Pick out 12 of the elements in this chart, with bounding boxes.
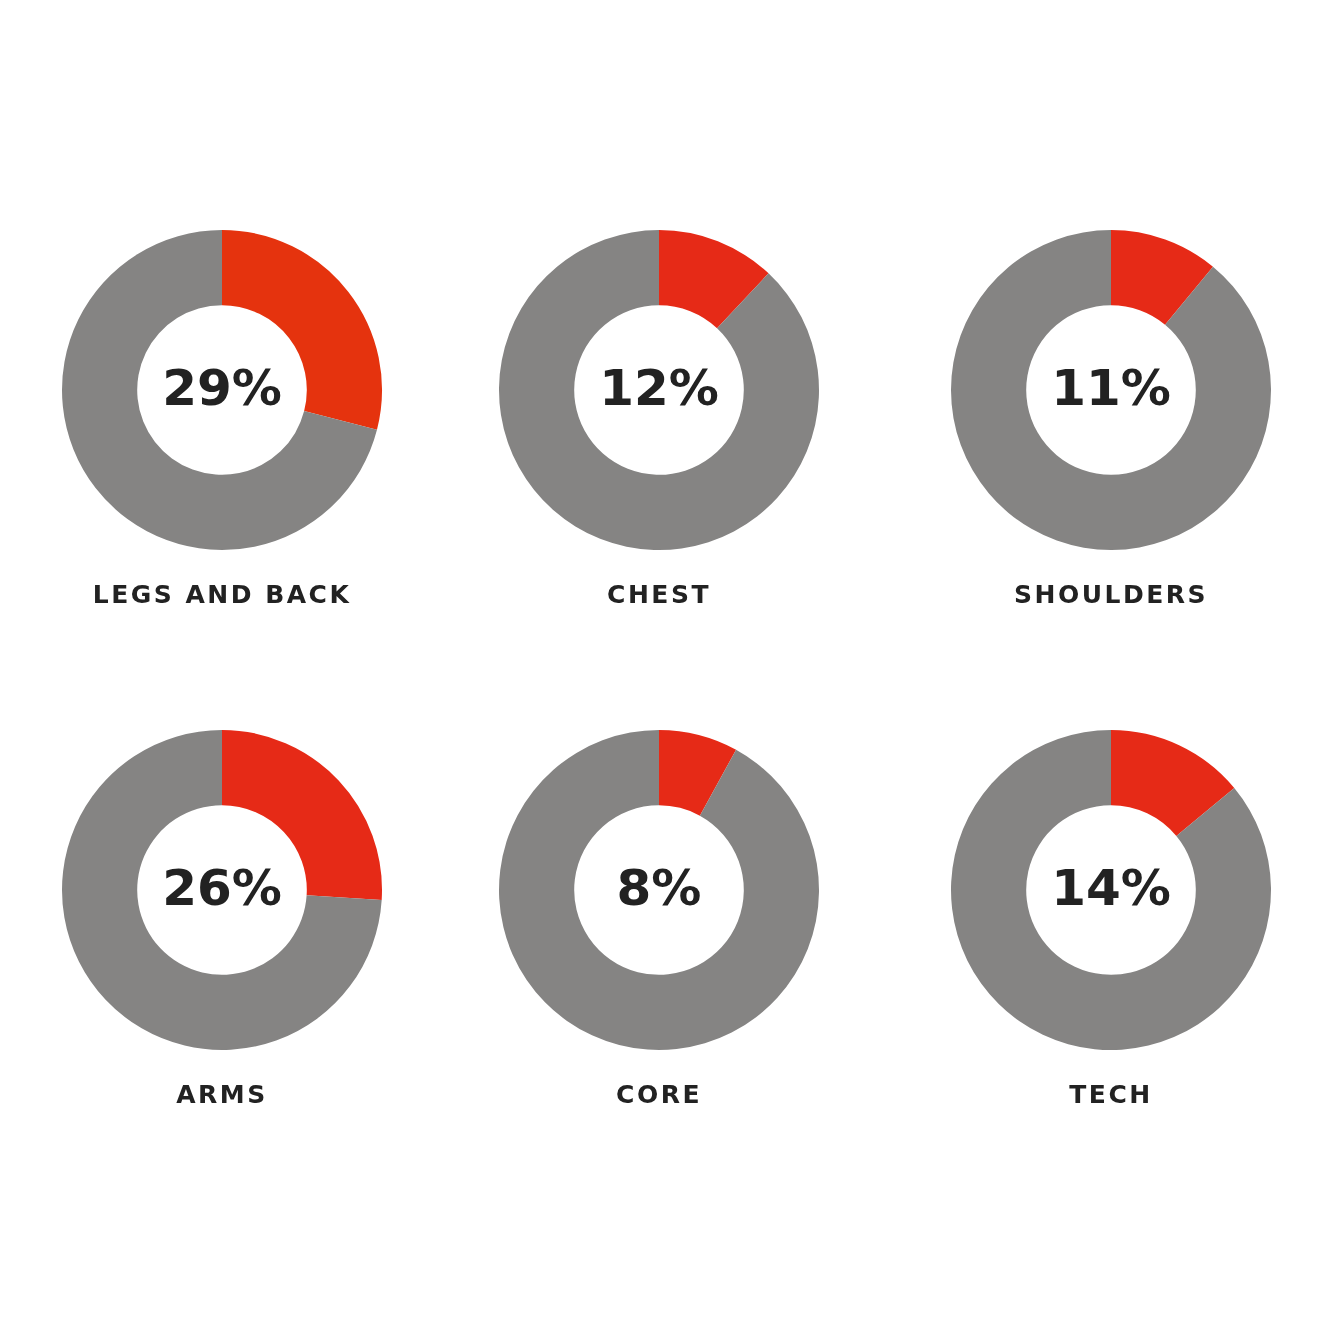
data-label: 26% [162, 858, 282, 917]
text: TECH [1068, 1080, 1154, 1109]
text: SHOULDERS [1013, 580, 1209, 609]
data-label: 12% [599, 358, 719, 417]
data-label: 29% [162, 358, 282, 417]
text: LEGS AND BACK [91, 580, 353, 609]
text: CHEST [606, 580, 712, 609]
text: ARMS [175, 1080, 269, 1109]
text: CORE [615, 1080, 703, 1109]
data-label: 11% [1051, 358, 1171, 417]
data-label: 8% [616, 858, 702, 917]
data-label: 14% [1051, 858, 1171, 917]
